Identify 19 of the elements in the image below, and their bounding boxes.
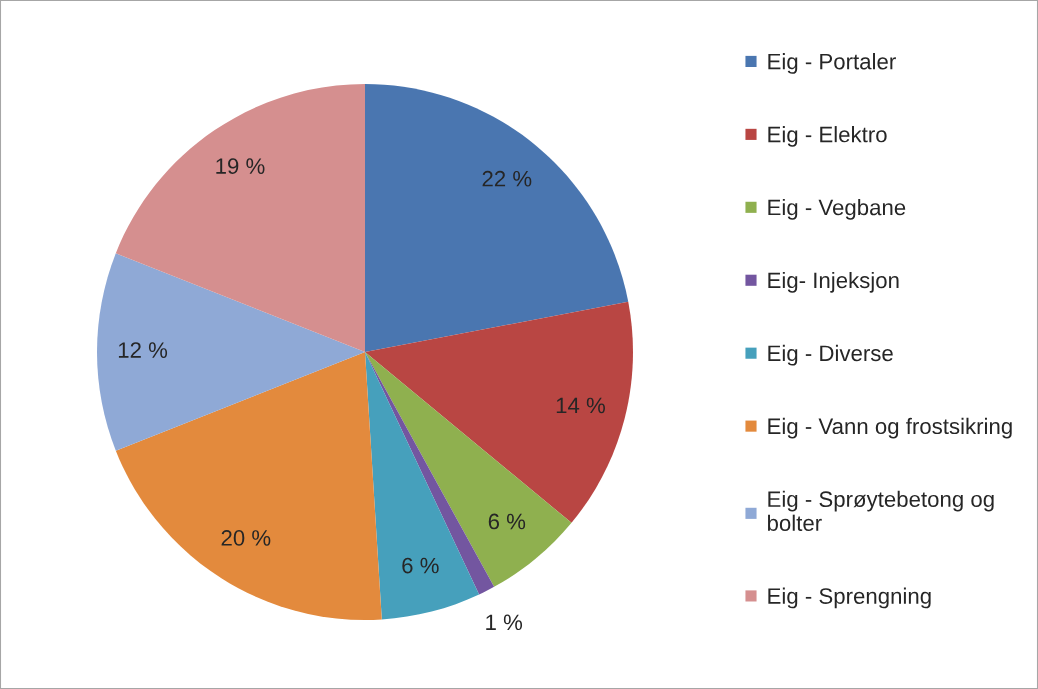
pie-slice — [97, 253, 365, 451]
pie-slice — [365, 84, 629, 352]
pie-slice — [365, 352, 480, 620]
data-label: 12 % — [118, 342, 168, 358]
legend-label: Eig - Elektro — [768, 126, 887, 147]
data-label: 22 % — [482, 170, 532, 187]
legend-label: Eig - Diverse — [768, 344, 893, 366]
data-label: 6 % — [402, 557, 439, 574]
legend-label: Eig - Vegbane — [768, 198, 906, 220]
data-label: 19 % — [216, 158, 265, 174]
legend-label: Eig - Portaler — [768, 53, 896, 74]
legend-label: Eig - Sprøytebetong og bolter — [767, 490, 994, 531]
legend-label: Eig - Vann og frostsikring — [768, 417, 1012, 439]
data-label: 1 % — [486, 614, 523, 631]
data-label: 20 % — [221, 530, 271, 546]
legend-label: Eig - Sprengning — [768, 587, 931, 609]
data-label: 14 % — [556, 397, 605, 414]
data-label: 6 % — [488, 513, 526, 530]
legend-label: Eig- Injeksjon — [768, 271, 899, 293]
